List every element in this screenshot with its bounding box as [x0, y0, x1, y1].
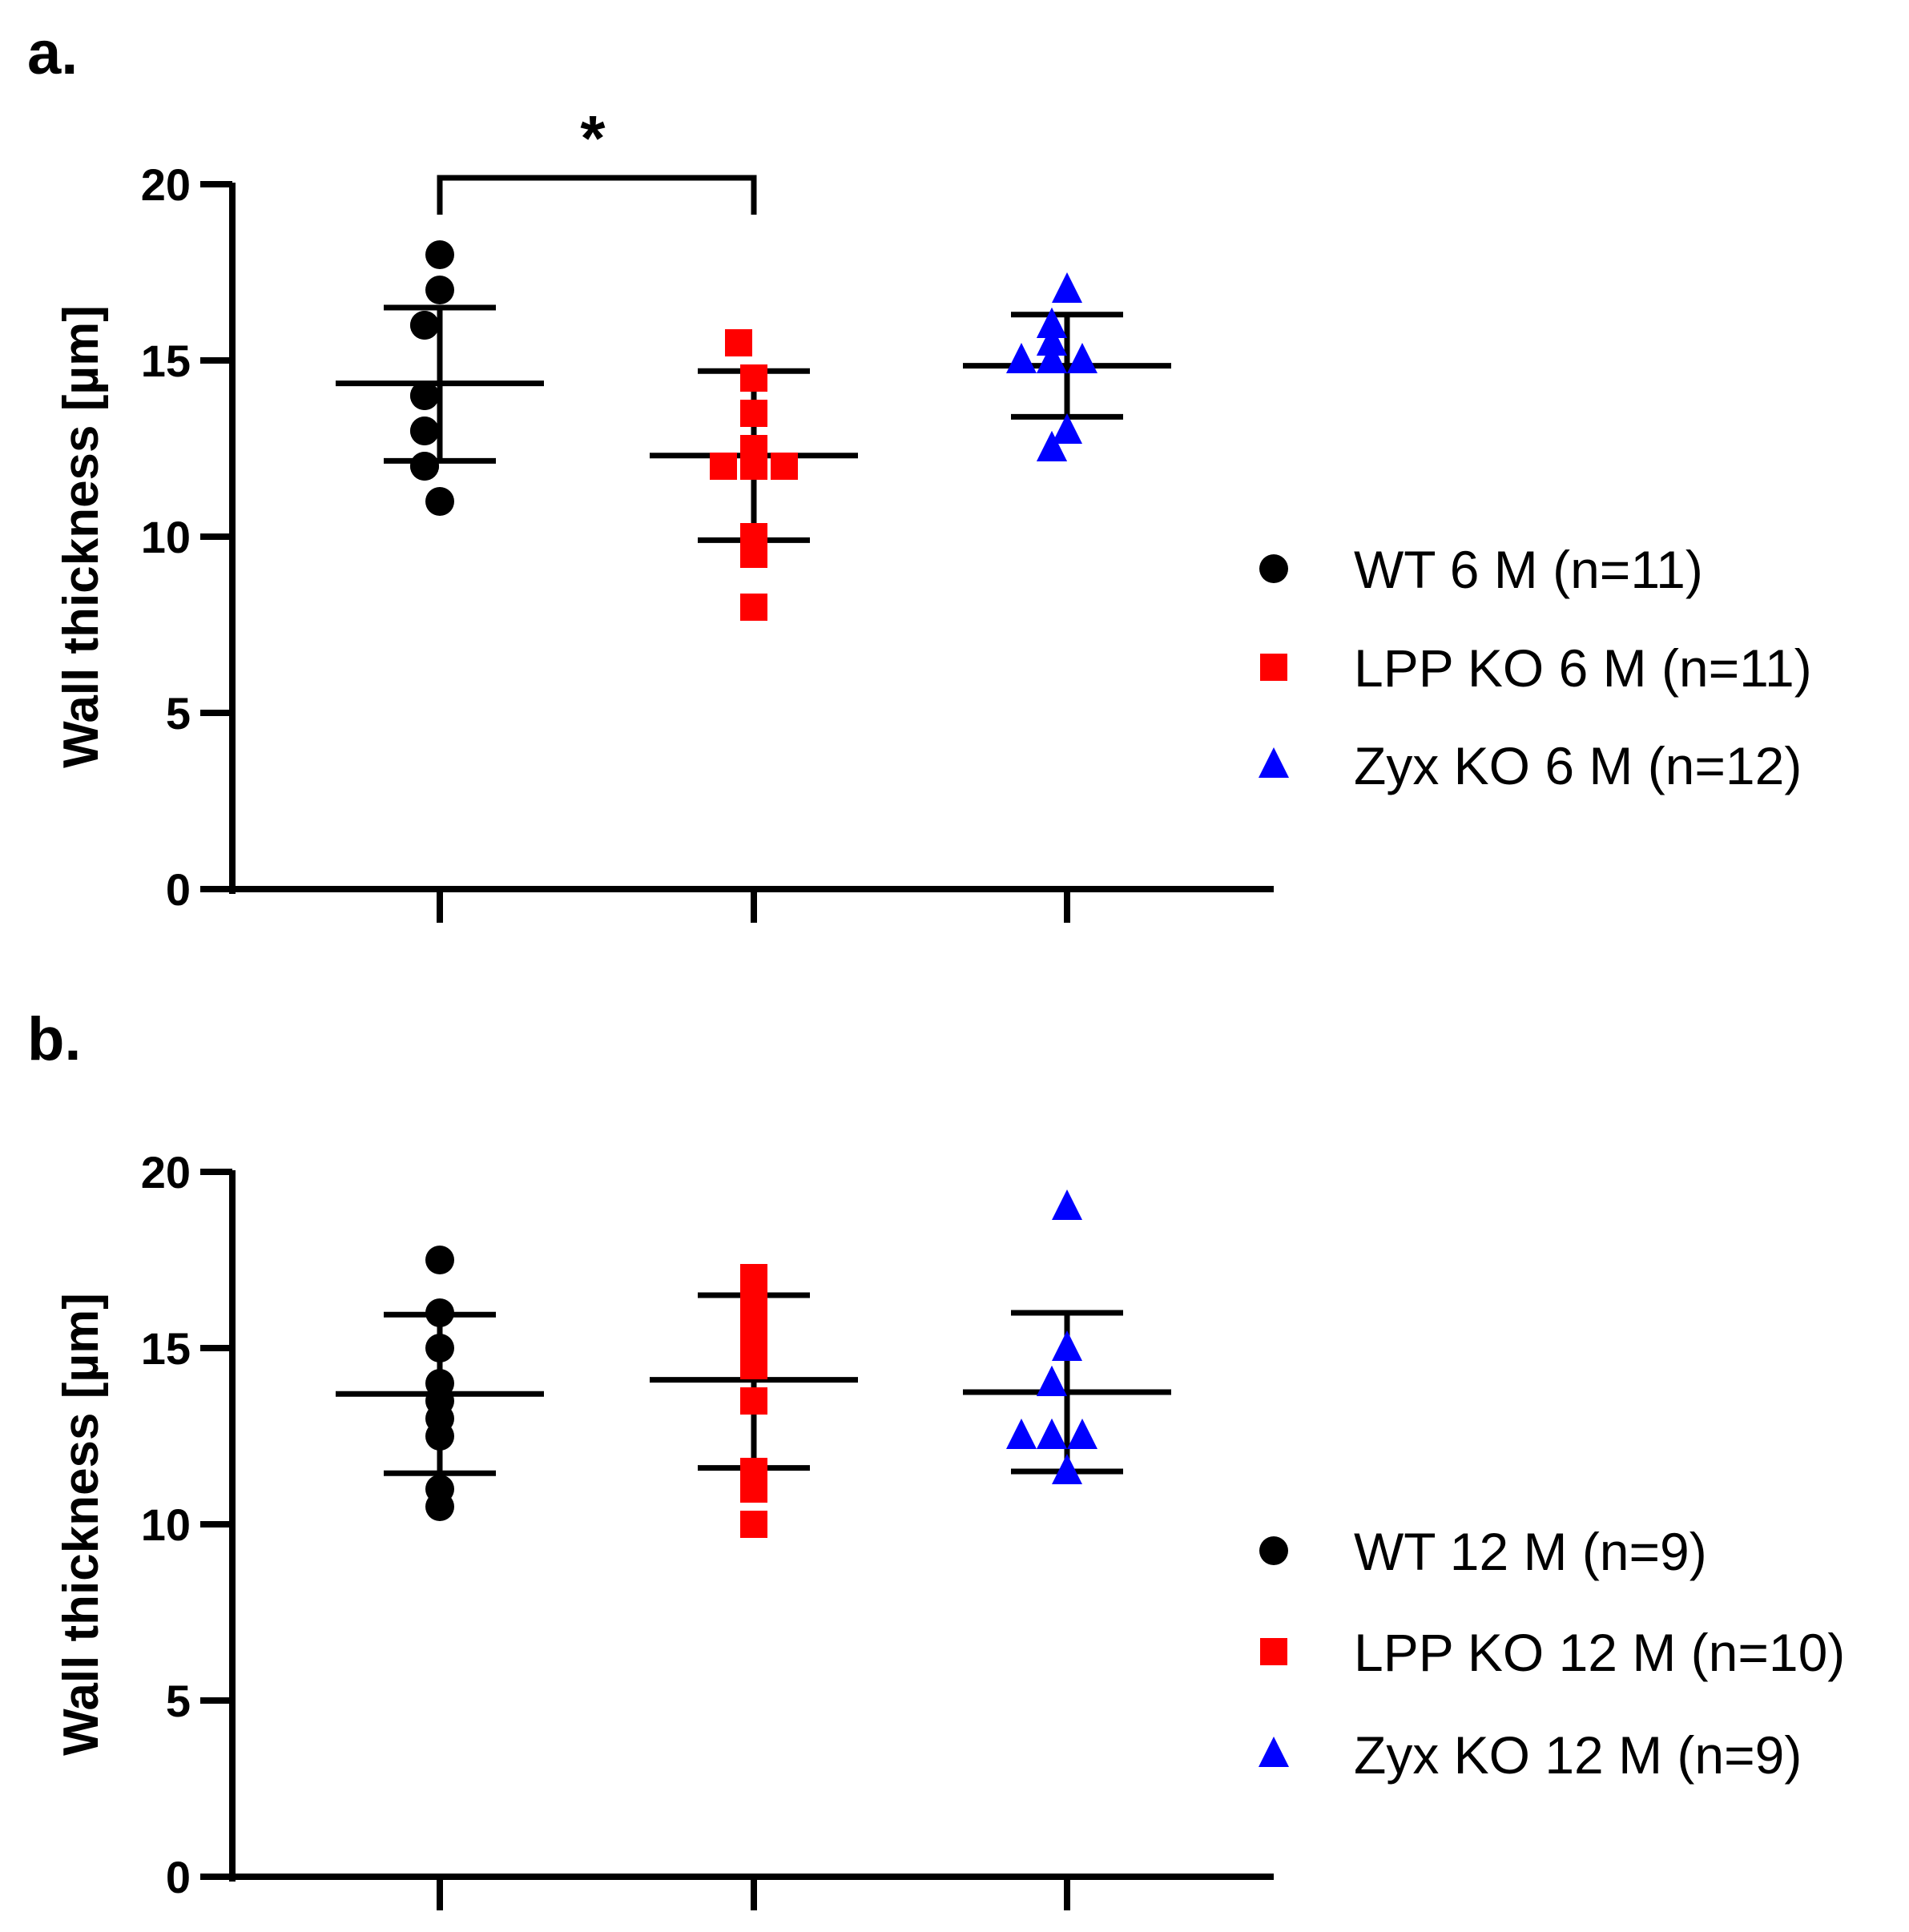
data-point — [1052, 1454, 1082, 1484]
y-tick-label: 15 — [141, 336, 191, 386]
data-point — [740, 453, 767, 480]
series-square — [650, 1264, 858, 1538]
data-point — [410, 381, 439, 410]
y-tick-label: 20 — [141, 1147, 191, 1197]
y-axis-title: Wall thickness [µm] — [54, 305, 109, 768]
data-point — [740, 1475, 767, 1503]
y-tick-label: 5 — [166, 688, 191, 739]
series-circle — [336, 240, 544, 516]
legend-label: LPP KO 6 M (n=11) — [1354, 638, 1812, 698]
data-point — [740, 1352, 767, 1379]
series-triangle — [963, 1189, 1171, 1484]
data-point — [1067, 1419, 1097, 1449]
data-point — [1052, 1330, 1082, 1361]
panel-label: a. — [27, 19, 78, 87]
data-point — [1052, 413, 1082, 444]
data-point — [425, 1492, 454, 1521]
y-tick-label: 15 — [141, 1323, 191, 1374]
panel-b: b. 0 5 10 15 20 Wall thickness [µm] WT 12 M (n=… — [27, 1005, 1845, 1910]
data-point — [1037, 431, 1067, 461]
data-point — [1006, 1419, 1037, 1449]
data-point — [740, 594, 767, 621]
data-point — [1037, 308, 1067, 338]
data-point — [740, 400, 767, 427]
data-point — [710, 453, 737, 480]
series-circle — [336, 1246, 544, 1521]
data-point — [410, 452, 439, 481]
data-point — [740, 1511, 767, 1538]
legend-marker — [1259, 1737, 1289, 1767]
data-point — [725, 329, 752, 356]
data-point — [410, 417, 439, 445]
legend-marker — [1259, 1536, 1288, 1565]
data-point — [1052, 1189, 1082, 1220]
legend-marker — [1259, 554, 1288, 583]
data-point — [425, 276, 454, 304]
data-point — [425, 1334, 454, 1362]
data-point — [425, 1298, 454, 1327]
legend-label: WT 6 M (n=11) — [1354, 540, 1703, 599]
y-axis-title: Wall thickness [µm] — [54, 1293, 109, 1756]
legend-label: Zyx KO 12 M (n=9) — [1354, 1725, 1802, 1785]
data-point — [410, 311, 439, 340]
data-point — [740, 541, 767, 568]
data-point — [1067, 343, 1097, 373]
legend-label: LPP KO 12 M (n=10) — [1354, 1623, 1845, 1682]
data-point — [740, 364, 767, 392]
series-triangle — [963, 272, 1171, 461]
y-tick-label: 5 — [166, 1676, 191, 1726]
y-tick-label: 20 — [141, 159, 191, 210]
legend-label: Zyx KO 6 M (n=12) — [1354, 736, 1802, 795]
data-point — [771, 453, 798, 480]
data-point — [1037, 1419, 1067, 1449]
data-point — [425, 1422, 454, 1451]
y-tick-label: 10 — [141, 1499, 191, 1550]
data-point — [1037, 1366, 1067, 1396]
significance-bracket — [437, 175, 757, 215]
legend-marker — [1260, 1638, 1287, 1665]
data-point — [1006, 343, 1037, 373]
data-point — [740, 1387, 767, 1415]
y-tick-label: 10 — [141, 512, 191, 562]
panel-label: b. — [27, 1005, 82, 1073]
y-tick-label: 0 — [166, 1852, 191, 1902]
data-point — [1052, 272, 1082, 303]
data-point — [1037, 325, 1067, 356]
data-point — [425, 487, 454, 516]
panel-a: a. 0 5 10 15 20 Wall thickness [µm] * WT 6 M (n=… — [27, 19, 1812, 923]
data-point — [1037, 343, 1067, 373]
legend-marker — [1259, 747, 1289, 778]
data-point — [425, 240, 454, 269]
significance-marker: * — [580, 103, 606, 174]
legend-marker — [1260, 654, 1287, 681]
series-square — [650, 329, 858, 621]
legend-label: WT 12 M (n=9) — [1354, 1522, 1707, 1581]
data-point — [425, 1246, 454, 1274]
y-tick-label: 0 — [166, 864, 191, 915]
